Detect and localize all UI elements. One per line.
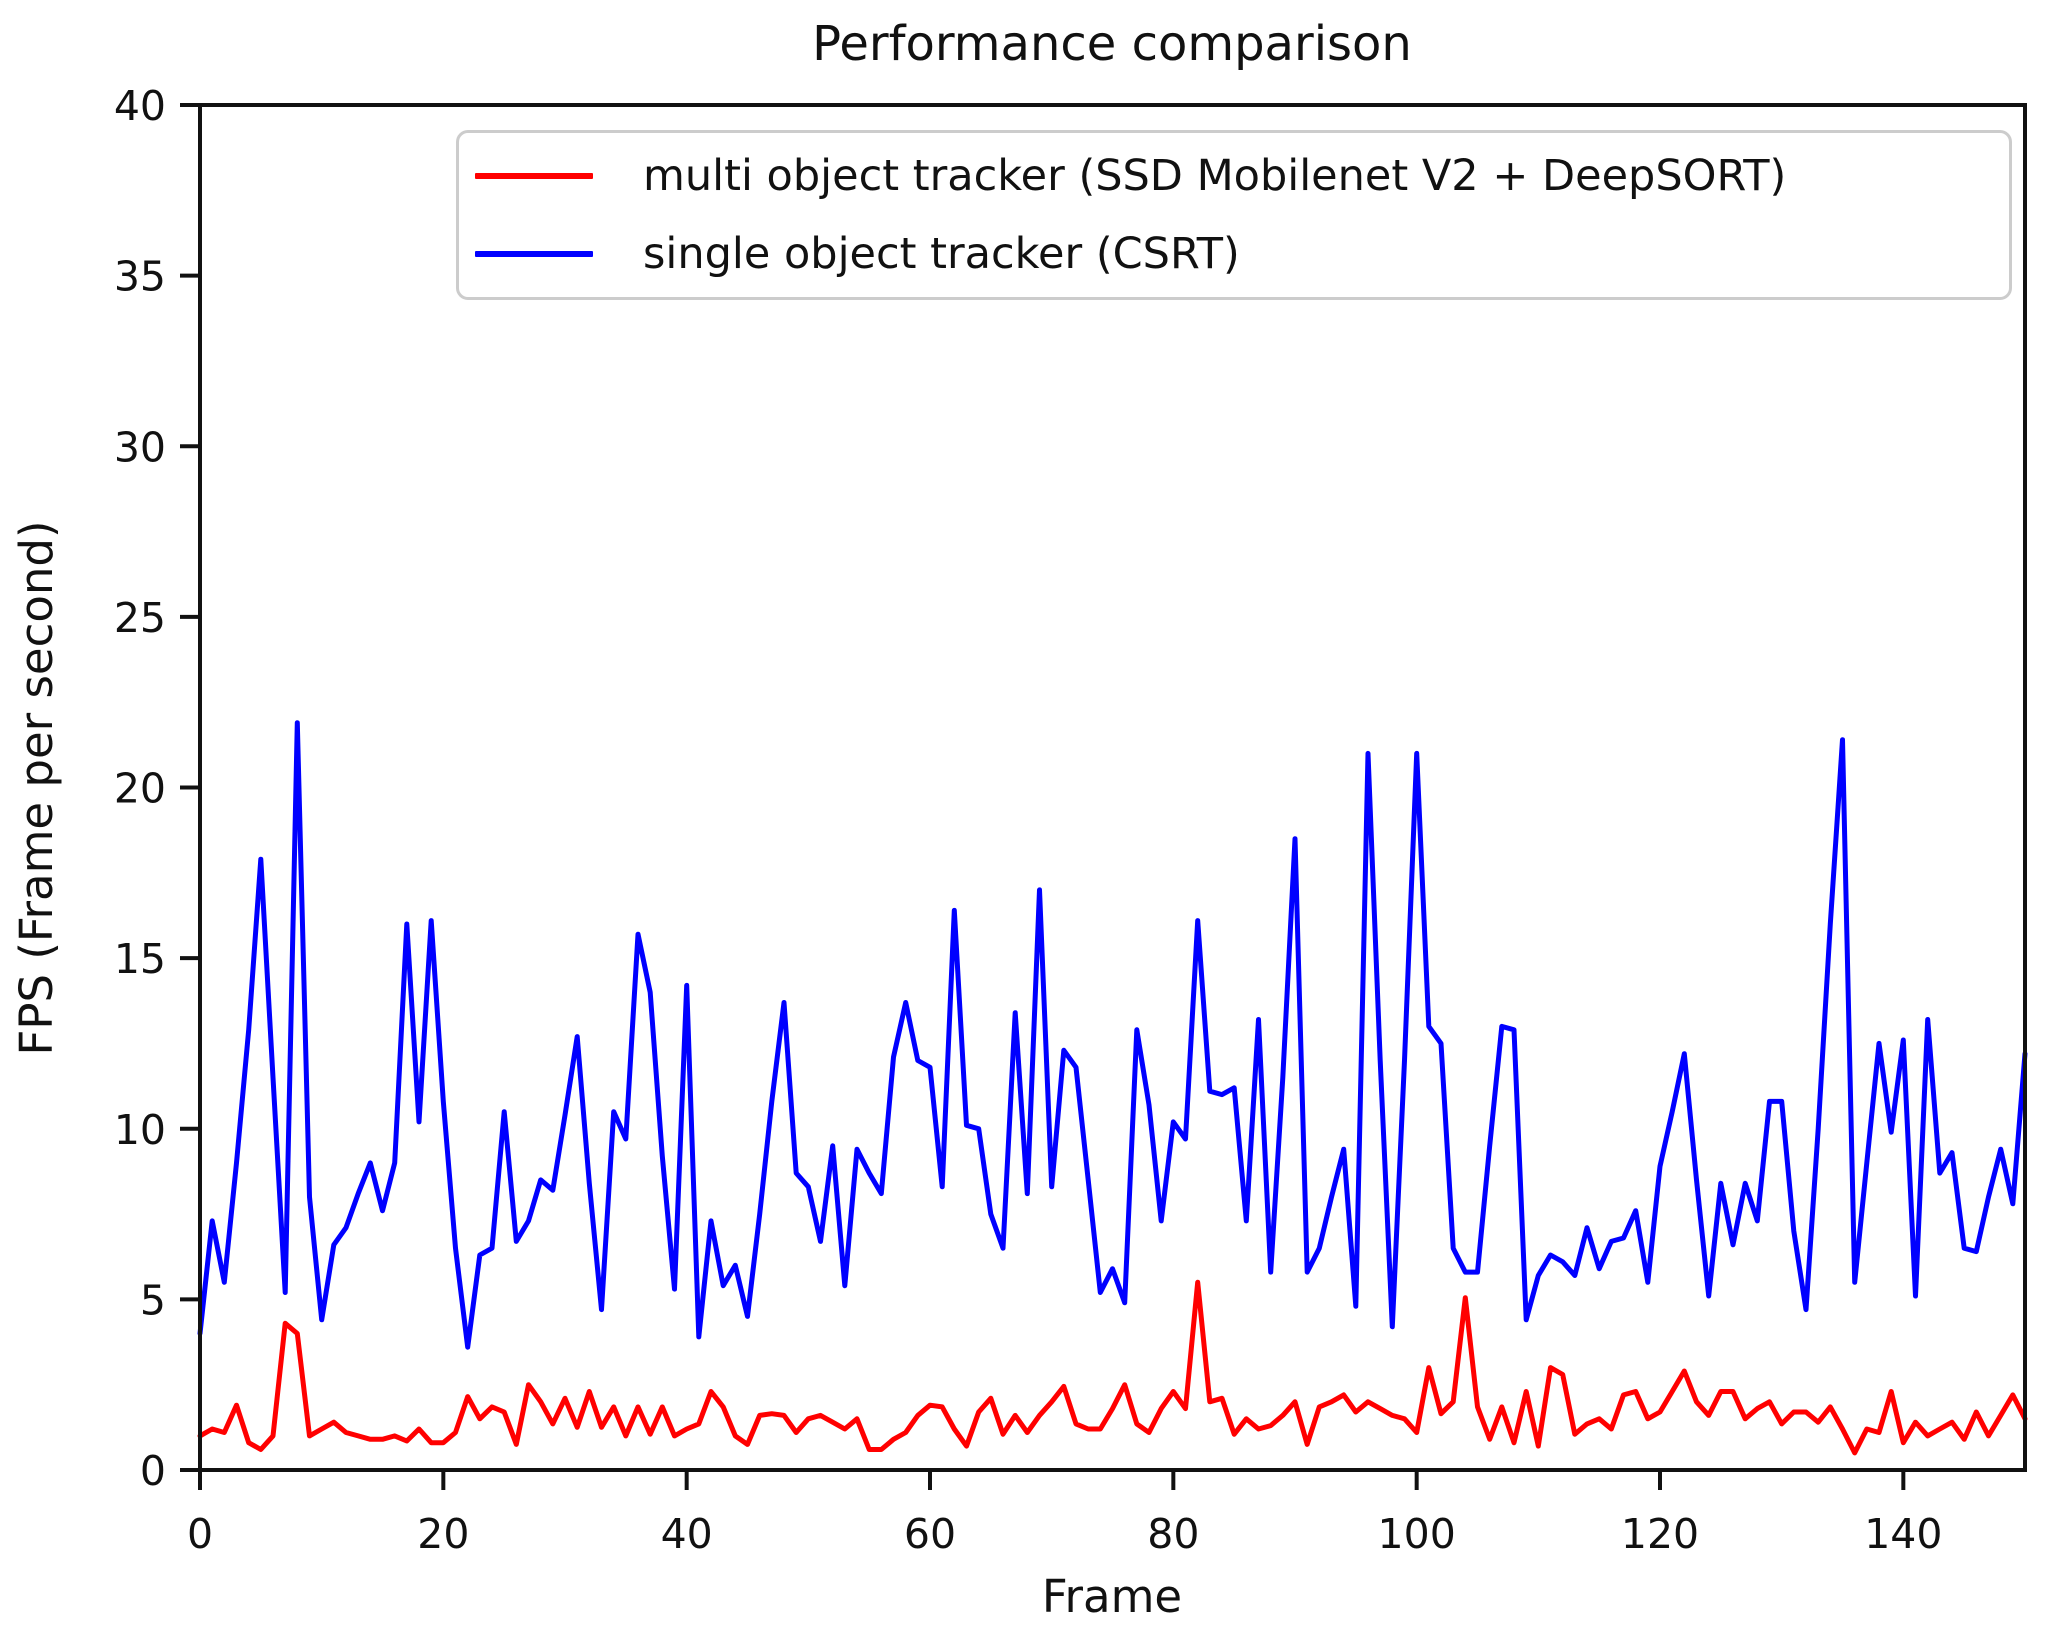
x-tick-label: 0 — [187, 1510, 213, 1558]
legend-label-multi-tracker: multi object tracker (SSD Mobilenet V2 +… — [643, 151, 1787, 201]
y-axis-label: FPS (Frame per second) — [10, 520, 63, 1055]
y-tick-label: 25 — [114, 594, 166, 642]
legend-row-single-tracker: single object tracker (CSRT) — [459, 228, 2009, 280]
y-tick-label: 20 — [114, 765, 166, 813]
y-tick-label: 15 — [114, 935, 166, 983]
x-tick-label: 20 — [417, 1510, 469, 1558]
x-tick-label: 60 — [904, 1510, 956, 1558]
legend-label-single-tracker: single object tracker (CSRT) — [643, 229, 1240, 279]
x-tick-label: 80 — [1147, 1510, 1199, 1558]
y-tick-label: 5 — [140, 1276, 166, 1324]
x-tick-label: 100 — [1378, 1510, 1456, 1558]
y-tick-label: 30 — [114, 423, 166, 471]
y-tick-label: 35 — [114, 253, 166, 301]
blue-line-sample-icon — [475, 251, 593, 257]
y-axis-ticks: 0 5 10 15 20 25 30 35 40 — [114, 82, 200, 1495]
chart-title: Performance comparison — [812, 16, 1412, 72]
y-tick-label: 40 — [114, 82, 166, 130]
legend-row-multi-tracker: multi object tracker (SSD Mobilenet V2 +… — [459, 150, 2009, 202]
data-series-group — [197, 720, 2028, 1456]
series-line-multi-object-tracker — [197, 1279, 2028, 1456]
y-tick-label: 10 — [114, 1106, 166, 1154]
x-tick-label: 140 — [1864, 1510, 1942, 1558]
y-tick-label: 0 — [140, 1447, 166, 1495]
plot-area-background — [200, 105, 2025, 1470]
legend-box: multi object tracker (SSD Mobilenet V2 +… — [456, 130, 2012, 300]
x-axis-label: Frame — [1042, 1570, 1182, 1623]
red-line-sample-icon — [475, 173, 593, 179]
x-tick-label: 40 — [661, 1510, 713, 1558]
x-tick-label: 120 — [1621, 1510, 1699, 1558]
series-line-single-object-tracker — [197, 720, 2028, 1350]
x-axis-ticks: 0 20 40 60 80 100 120 140 — [187, 1470, 1942, 1558]
